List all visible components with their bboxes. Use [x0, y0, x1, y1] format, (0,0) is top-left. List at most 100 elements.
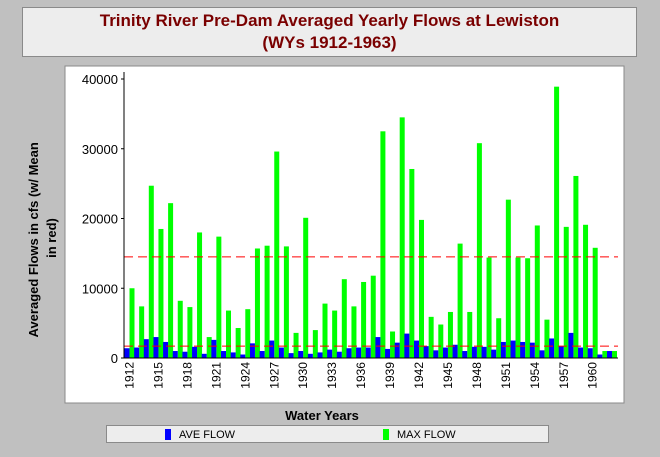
bar-ave-flow-1962 — [607, 351, 612, 358]
x-tick-label-1936: 1936 — [354, 362, 368, 389]
bar-ave-flow-1956 — [549, 338, 555, 358]
bar-max-flow-1947 — [467, 311, 473, 358]
bar-ave-flow-1948 — [471, 346, 477, 358]
chart-subtitle: (WYs 1912-1963) — [262, 33, 397, 52]
bar-max-flow-1919 — [197, 232, 203, 358]
x-tick-label-1915: 1915 — [151, 362, 165, 389]
bar-max-flow-1951 — [505, 199, 511, 358]
bar-max-flow-1914 — [148, 185, 154, 358]
bar-max-flow-1960 — [592, 247, 598, 358]
bar-ave-flow-1928 — [278, 347, 284, 358]
bar-ave-flow-1921 — [211, 339, 217, 358]
bar-max-flow-1916 — [168, 203, 174, 358]
bar-ave-flow-1961 — [597, 354, 603, 358]
bar-ave-flow-1917 — [172, 351, 178, 358]
bar-max-flow-1956 — [554, 86, 560, 359]
bar-ave-flow-1923 — [230, 352, 236, 358]
bar-ave-flow-1914 — [143, 339, 149, 358]
bar-ave-flow-1927 — [269, 340, 275, 358]
bar-max-flow-1929 — [293, 332, 299, 358]
bar-ave-flow-1936 — [356, 347, 362, 358]
bar-ave-flow-1939 — [385, 348, 391, 358]
legend-label-max-flow: MAX FLOW — [397, 429, 456, 441]
bar-max-flow-1938 — [380, 131, 386, 358]
x-tick-label-1924: 1924 — [238, 362, 252, 389]
y-tick-label-20000: 20000 — [82, 212, 118, 227]
bar-ave-flow-1947 — [462, 351, 468, 358]
x-tick-label-1954: 1954 — [528, 362, 542, 389]
bar-max-flow-1949 — [486, 257, 492, 358]
y-tick-label-10000: 10000 — [82, 281, 118, 296]
bar-max-flow-1941 — [409, 168, 415, 358]
bar-max-flow-1912 — [129, 288, 135, 358]
bar-max-flow-1961 — [602, 351, 608, 358]
bar-max-flow-1933 — [332, 310, 338, 358]
bar-ave-flow-1959 — [578, 347, 584, 358]
bar-ave-flow-1952 — [510, 340, 516, 358]
bar-ave-flow-1944 — [433, 350, 439, 358]
bar-max-flow-1939 — [390, 331, 396, 358]
bar-max-flow-1942 — [419, 219, 424, 358]
legend-label-ave-flow: AVE FLOW — [179, 429, 236, 441]
bar-max-flow-1946 — [457, 243, 463, 358]
bar-ave-flow-1935 — [346, 348, 352, 358]
bar-max-flow-1921 — [216, 236, 222, 358]
x-axis-label: Water Years — [285, 408, 359, 423]
bar-max-flow-1920 — [206, 337, 212, 358]
x-tick-label-1951: 1951 — [499, 362, 513, 389]
bar-max-flow-1948 — [476, 143, 482, 358]
legend-swatch-max-flow — [383, 429, 389, 440]
bar-max-flow-1943 — [428, 316, 434, 358]
x-tick-label-1927: 1927 — [267, 362, 281, 389]
x-tick-label-1912: 1912 — [123, 362, 137, 389]
bar-ave-flow-1940 — [394, 342, 400, 358]
x-tick-label-1945: 1945 — [441, 362, 455, 389]
bar-max-flow-1923 — [235, 328, 241, 358]
legend: AVE FLOW MAX FLOW — [106, 425, 549, 443]
bar-ave-flow-1942 — [414, 340, 419, 358]
bar-max-flow-1927 — [274, 151, 280, 358]
x-tick-label-1918: 1918 — [180, 362, 194, 389]
bar-max-flow-1937 — [370, 275, 376, 358]
bar-ave-flow-1953 — [520, 341, 526, 358]
bar-ave-flow-1920 — [201, 353, 207, 358]
bar-max-flow-1953 — [525, 258, 531, 358]
bar-max-flow-1957 — [563, 226, 569, 358]
bar-ave-flow-1954 — [529, 342, 535, 358]
bar-max-flow-1913 — [139, 306, 145, 358]
chart-title-box: Trinity River Pre-Dam Averaged Yearly Fl… — [22, 7, 637, 57]
x-tick-label-1930: 1930 — [296, 362, 310, 389]
bar-ave-flow-1957 — [558, 346, 564, 358]
bar-max-flow-1917 — [177, 300, 183, 358]
bar-ave-flow-1929 — [288, 353, 294, 358]
bar-ave-flow-1955 — [539, 350, 545, 358]
bar-ave-flow-1919 — [192, 346, 198, 358]
bar-max-flow-1922 — [226, 310, 231, 358]
bar-max-flow-1959 — [583, 224, 589, 358]
bar-max-flow-1962 — [612, 351, 617, 358]
bar-ave-flow-1918 — [182, 351, 188, 358]
x-tick-label-1948: 1948 — [470, 362, 484, 389]
bar-ave-flow-1938 — [375, 337, 381, 358]
bar-max-flow-1955 — [544, 319, 550, 358]
bar-max-flow-1928 — [283, 246, 289, 358]
bar-ave-flow-1916 — [163, 341, 169, 358]
y-axis-label: Averaged Flows in cfs (w/ Mean in red) — [26, 139, 59, 338]
bar-max-flow-1936 — [361, 281, 367, 358]
bar-ave-flow-1946 — [452, 344, 458, 358]
bar-ave-flow-1937 — [365, 347, 371, 358]
bar-max-flow-1926 — [264, 245, 270, 358]
bar-ave-flow-1934 — [336, 351, 342, 358]
x-tick-label-1957: 1957 — [557, 362, 571, 389]
bar-ave-flow-1943 — [423, 346, 429, 358]
bar-ave-flow-1925 — [249, 343, 255, 358]
bar-ave-flow-1951 — [500, 341, 506, 358]
bar-ave-flow-1931 — [307, 353, 313, 358]
bar-ave-flow-1932 — [317, 352, 323, 358]
bar-ave-flow-1960 — [587, 348, 593, 358]
x-tick-label-1960: 1960 — [586, 362, 600, 389]
chart-title: Trinity River Pre-Dam Averaged Yearly Fl… — [99, 11, 560, 30]
bar-ave-flow-1950 — [491, 349, 497, 358]
x-tick-label-1942: 1942 — [412, 362, 426, 389]
